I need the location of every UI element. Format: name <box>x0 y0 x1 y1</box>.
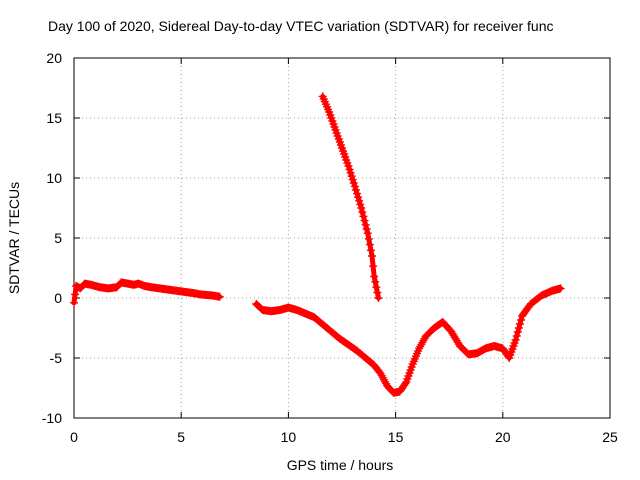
y-axis-label: SDTVAR / TECUs <box>6 182 22 294</box>
data-point-marker <box>71 290 80 299</box>
y-tick-label: -5 <box>50 350 63 366</box>
data-point-marker <box>353 189 362 198</box>
y-tick-label: 5 <box>54 230 62 246</box>
data-point-marker <box>364 234 373 243</box>
data-point-marker <box>369 262 378 271</box>
data-point-marker <box>362 225 371 233</box>
data-point-marker <box>350 182 359 191</box>
data-point-marker <box>363 229 372 238</box>
data-point-marker <box>360 216 369 225</box>
grid-lines <box>74 58 610 418</box>
x-tick-label: 25 <box>602 429 618 445</box>
series-segment-3 <box>318 92 383 302</box>
chart-title: Day 100 of 2020, Sidereal Day-to-day VTE… <box>48 18 554 34</box>
x-tick-label: 0 <box>70 429 78 445</box>
data-point-marker <box>347 172 356 181</box>
x-tick-label: 20 <box>495 429 511 445</box>
data-point-marker <box>368 252 377 260</box>
data-point-marker <box>372 283 381 292</box>
x-tick-labels: 0 5 10 15 20 25 <box>70 429 618 445</box>
axis-ticks <box>73 57 611 419</box>
data-point-marker <box>370 272 379 281</box>
data-point-marker <box>354 193 363 202</box>
data-point-marker <box>514 324 523 332</box>
data-point-marker <box>401 379 410 388</box>
data-point-marker <box>356 200 365 209</box>
y-tick-labels: -10 -5 0 5 10 15 20 <box>42 50 62 426</box>
data-point-marker <box>349 179 358 187</box>
data-point-marker <box>346 168 355 177</box>
x-tick-label: 5 <box>177 429 185 445</box>
series-segment-2 <box>252 284 565 397</box>
data-point-marker <box>366 246 375 255</box>
y-tick-label: -10 <box>42 410 62 426</box>
data-point-marker <box>355 196 364 205</box>
data-point-marker <box>365 240 374 249</box>
y-tick-label: 15 <box>46 110 62 126</box>
data-point-marker <box>357 204 366 212</box>
data-point-marker <box>556 284 565 293</box>
data-point-marker <box>515 320 524 328</box>
data-point-marker <box>371 277 380 286</box>
data-point-marker <box>373 288 382 297</box>
data-point-marker <box>511 336 520 344</box>
data-point-marker <box>351 186 360 194</box>
y-tick-label: 0 <box>54 290 62 306</box>
data-point-marker <box>517 316 526 324</box>
x-tick-label: 15 <box>388 429 404 445</box>
data-point-marker <box>215 292 224 301</box>
x-tick-label: 10 <box>281 429 297 445</box>
data-point-marker <box>345 165 354 174</box>
data-point-marker <box>358 208 367 217</box>
data-point-marker <box>513 328 522 336</box>
data-point-marker <box>374 294 383 302</box>
data-point-marker <box>359 212 368 221</box>
series-segment-1 <box>70 278 224 307</box>
data-point-marker <box>361 220 370 229</box>
data-point-marker <box>344 162 353 170</box>
data-point-marker <box>512 332 521 340</box>
data-point-marker <box>348 175 357 184</box>
data-point-marker <box>70 298 78 307</box>
data-series <box>70 92 565 397</box>
y-tick-label: 10 <box>46 170 62 186</box>
x-axis-label: GPS time / hours <box>287 457 394 473</box>
y-tick-label: 20 <box>46 50 62 66</box>
